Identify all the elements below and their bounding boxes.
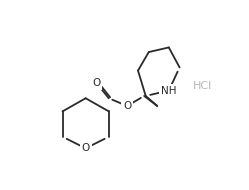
Text: O: O: [92, 78, 101, 88]
Text: NH: NH: [161, 86, 177, 96]
Text: HCl: HCl: [193, 81, 212, 91]
Text: O: O: [81, 143, 90, 153]
Text: O: O: [123, 101, 131, 111]
